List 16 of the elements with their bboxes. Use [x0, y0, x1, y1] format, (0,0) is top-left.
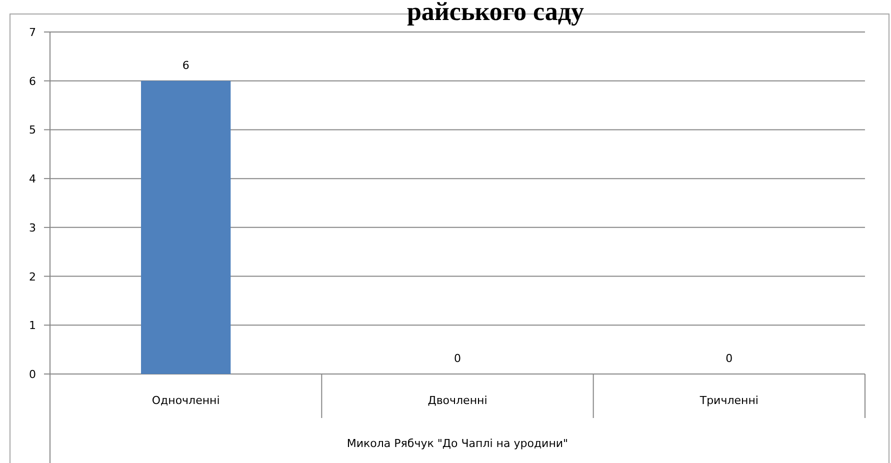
y-tick-label: 3: [29, 221, 36, 234]
x-axis-title: Микола Рябчук "До Чаплі на уродини": [346, 437, 568, 450]
x-tick-label: Одночленні: [152, 394, 220, 407]
x-tick-label: Двочленні: [428, 394, 488, 407]
data-label: 0: [726, 352, 733, 365]
y-tick-label: 7: [29, 26, 36, 39]
x-tick-label: Тричленні: [698, 394, 758, 407]
chart-title: райського саду: [406, 0, 584, 26]
y-tick-label: 2: [29, 270, 36, 284]
data-label: 6: [182, 58, 190, 72]
y-tick-label: 6: [29, 74, 36, 88]
data-label: 0: [454, 352, 461, 365]
y-tick-label: 0: [29, 368, 36, 381]
y-tick-label: 5: [29, 124, 36, 137]
y-tick-label: 4: [29, 172, 36, 186]
y-tick-label: 1: [29, 319, 36, 332]
